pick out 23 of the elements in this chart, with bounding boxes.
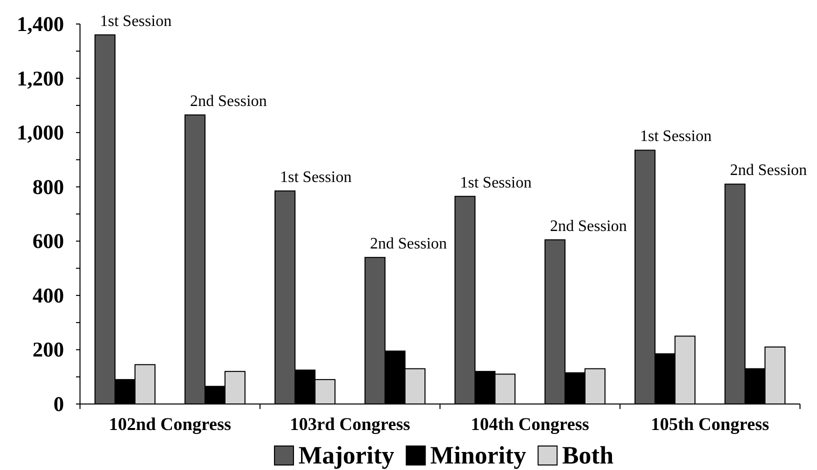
x-tick-label: 1st Session [640, 128, 712, 146]
legend-label: Both [562, 442, 614, 470]
y-tick-label: 1,200 [16, 66, 64, 90]
y-tick-label: 600 [32, 229, 64, 254]
y-tick-label: 0 [54, 392, 64, 416]
text: 103rd Congress [290, 414, 410, 434]
y-tick-label: 800 [32, 174, 64, 199]
y-tick-label: 200 [32, 338, 64, 362]
x-tick-label: 1st Session [280, 168, 352, 186]
x-tick-label: 2nd Session [730, 162, 807, 180]
legend-label: Minority [430, 442, 527, 470]
legend-label: Majority [298, 442, 395, 470]
text: 104th Congress [470, 414, 590, 434]
y-tick-label: 1,000 [16, 120, 64, 145]
x-tick-label: 1st Session [460, 174, 532, 192]
y-tick-label: 400 [32, 283, 64, 308]
text: 102nd Congress [108, 414, 232, 434]
y-tick-label: 1,400 [16, 12, 64, 36]
x-tick-label: 2nd Session [550, 218, 627, 235]
text: 105th Congress [650, 414, 770, 434]
x-tick-label: 2nd Session [370, 235, 447, 252]
x-tick-label: 1st Session [100, 12, 172, 30]
x-tick-label: 2nd Session [190, 92, 267, 110]
